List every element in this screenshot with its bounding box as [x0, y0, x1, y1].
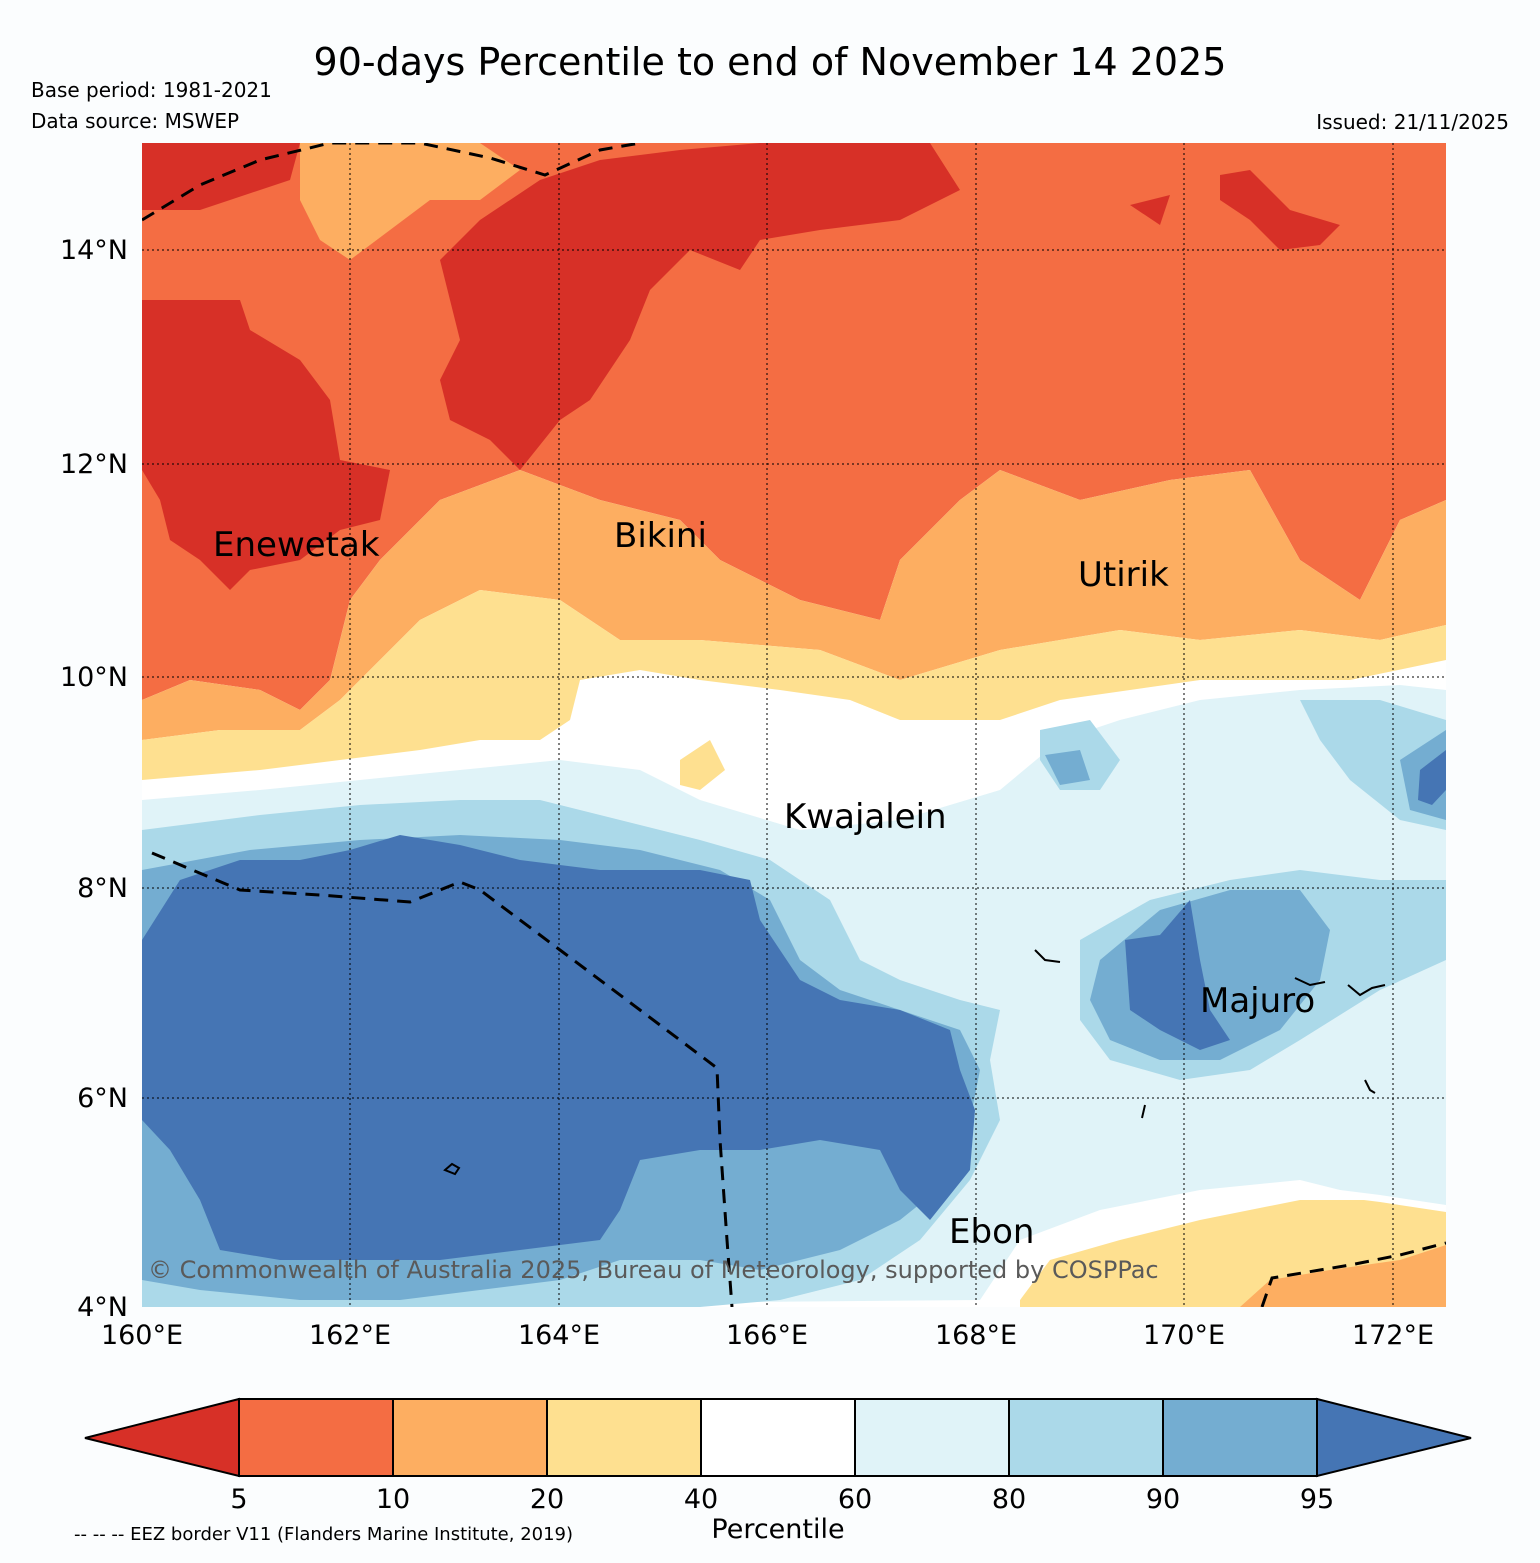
colorbar-20-40: [546, 1398, 702, 1477]
region-p10-20-southeast: [1240, 1245, 1446, 1307]
data-source: Data source: MSWEP: [31, 109, 240, 133]
region-below-5-center: [440, 143, 960, 470]
colorbar-5-10: [238, 1398, 394, 1477]
region-p20-40: [142, 590, 1446, 780]
label-majuro: Majuro: [1200, 981, 1315, 1021]
eez-border-north: [142, 143, 641, 222]
colorbar-above-95: [1316, 1397, 1472, 1478]
island-outline-4: [1034, 949, 1061, 963]
lon-tick-168e: 168°E: [935, 1320, 1017, 1351]
colorbar-tick-40: 40: [684, 1484, 718, 1515]
island-outline-3: [1347, 984, 1386, 997]
label-bikini: Bikini: [614, 516, 707, 556]
region-p90-95-patch: [1045, 750, 1090, 785]
copyright-notice: © Commonwealth of Australia 2025, Bureau…: [148, 1256, 1159, 1284]
island-outline-2: [1294, 977, 1326, 987]
lon-tick-160e: 160°E: [101, 1320, 183, 1351]
lat-tick-6n: 6°N: [77, 1083, 128, 1114]
region-below-5-west: [142, 300, 390, 590]
region-p20-40-patch: [680, 740, 725, 790]
gridlines: [142, 143, 1446, 1307]
colorbar-40-60: [700, 1398, 856, 1477]
island-outline-6: [1141, 1104, 1146, 1119]
eez-border-west: [151, 851, 734, 1307]
colorbar-tick-60: 60: [838, 1484, 872, 1515]
eez-borders: [142, 143, 1446, 1307]
label-ebon: Ebon: [949, 1212, 1034, 1252]
region-below-5-northwest: [142, 143, 300, 210]
island-outline-1: [443, 1162, 461, 1176]
lon-tick-166e: 166°E: [726, 1320, 808, 1351]
colorbar-tick-95: 95: [1300, 1484, 1334, 1515]
lat-tick-12n: 12°N: [60, 449, 128, 480]
label-utirik: Utirik: [1078, 555, 1169, 595]
colorbar: [84, 1397, 1472, 1478]
issued-date: Issued: 21/11/2025: [1316, 110, 1509, 134]
colorbar-tick-90: 90: [1146, 1484, 1180, 1515]
label-kwajalein: Kwajalein: [784, 797, 947, 837]
colorbar-tick-80: 80: [992, 1484, 1026, 1515]
chart-title: 90-days Percentile to end of November 14…: [313, 40, 1227, 84]
lon-tick-162e: 162°E: [309, 1320, 391, 1351]
colorbar-tick-10: 10: [376, 1484, 410, 1515]
region-above-95-east: [1125, 900, 1230, 1050]
region-p10-20-middle: [142, 470, 1446, 740]
lat-tick-8n: 8°N: [77, 873, 128, 904]
colorbar-tick-20: 20: [530, 1484, 564, 1515]
lon-tick-172e: 172°E: [1352, 1320, 1434, 1351]
colorbar-tick-5: 5: [230, 1484, 247, 1515]
percentile-field: [142, 143, 1446, 1307]
base-period: Base period: 1981-2021: [31, 78, 272, 102]
eez-note: -- -- -- EEZ border V11 (Flanders Marine…: [74, 1524, 573, 1545]
lat-tick-14n: 14°N: [60, 235, 128, 266]
lat-tick-10n: 10°N: [60, 662, 128, 693]
colorbar-label: Percentile: [711, 1514, 844, 1545]
region-p10-20-north: [300, 143, 520, 260]
colorbar-below-5: [84, 1397, 240, 1478]
colorbar-60-80: [854, 1398, 1010, 1477]
island-outlines: [443, 949, 1386, 1176]
region-below-5-east-small: [1130, 195, 1170, 225]
region-above-95-northeast: [1418, 750, 1446, 805]
island-outline-5: [1364, 1079, 1376, 1094]
colorbar-80-90: [1008, 1398, 1164, 1477]
lon-tick-170e: 170°E: [1143, 1320, 1225, 1351]
region-below-5-northeast: [1220, 170, 1340, 250]
colorbar-90-95: [1162, 1398, 1318, 1477]
colorbar-10-20: [392, 1398, 548, 1477]
region-p40-60-southeast: [980, 1185, 1446, 1307]
lon-tick-164e: 164°E: [518, 1320, 600, 1351]
label-enewetak: Enewetak: [213, 525, 380, 565]
lat-tick-4n: 4°N: [77, 1292, 128, 1323]
